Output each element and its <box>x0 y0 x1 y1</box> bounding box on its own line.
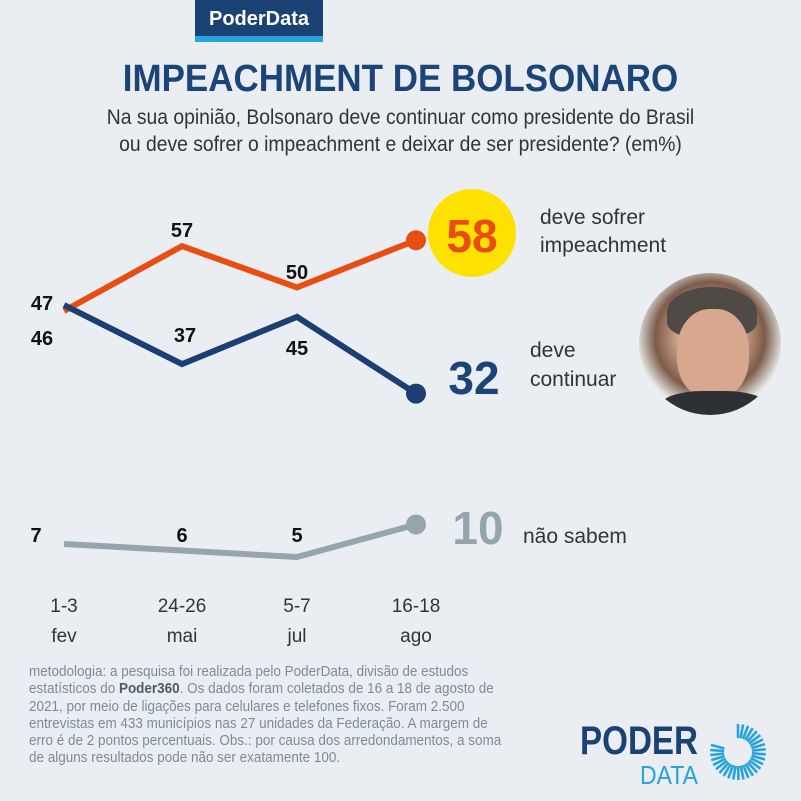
final-value-label: 10 <box>452 502 503 554</box>
sunburst-ray <box>748 759 762 770</box>
data-label: 46 <box>31 328 53 350</box>
sunburst-ray <box>709 748 725 753</box>
labels-layer: 46 57 50 47 37 45 7 6 5 58 32 10 deve sofrer impeachm… <box>30 206 666 554</box>
sunburst-ray <box>751 754 766 761</box>
photo-face <box>677 309 749 399</box>
photo-suit <box>659 391 769 415</box>
data-label: 57 <box>171 220 193 242</box>
x-tick-label: 5-7 <box>283 596 310 617</box>
sunburst-ray <box>746 761 759 774</box>
data-label: 6 <box>176 525 187 547</box>
data-label: 7 <box>30 525 41 547</box>
final-value-label: 58 <box>446 210 497 262</box>
bolsonaro-photo <box>639 273 781 415</box>
x-tick-label: 16-18 <box>392 596 441 617</box>
series-line-2 <box>63 521 417 561</box>
sunburst-ray <box>744 727 754 741</box>
x-tick-label: jul <box>286 626 306 647</box>
sunburst-ray <box>742 764 750 779</box>
legend-label: impeachment <box>540 234 666 257</box>
legend-label: não sabem <box>523 525 627 548</box>
sunburst-ray <box>710 752 725 757</box>
highlight-circle <box>428 189 516 277</box>
final-value-label: 32 <box>448 352 499 404</box>
sunburst-ray <box>712 757 727 767</box>
sunburst-ray <box>751 751 767 756</box>
series-line-0 <box>62 237 418 314</box>
brand-badge: PoderData <box>195 0 323 42</box>
sunburst-ray <box>741 725 750 740</box>
sunburst-ray <box>739 765 745 780</box>
data-label: 37 <box>174 325 196 347</box>
methodology-note: metodologia: a pesquisa foi realizada pe… <box>29 664 513 768</box>
x-tick-label: 24-26 <box>158 596 207 617</box>
subtitle-line-1: Na sua opinião, Bolsonaro deve continuar… <box>106 106 695 129</box>
sunburst-ray <box>731 765 737 780</box>
poderdata-logo: PODER DATA <box>580 719 767 788</box>
sunburst-ray <box>715 759 728 771</box>
methodology-text-end: . Os dados foram coletados de 16 a 18 de… <box>29 681 502 767</box>
data-label: 5 <box>291 525 302 547</box>
sunburst-ray <box>722 763 732 777</box>
legend-label: continuar <box>530 368 616 391</box>
series-end-marker-0 <box>406 230 426 251</box>
sunburst-ray <box>746 730 758 743</box>
sunburst-ray <box>751 747 766 752</box>
subtitle: Na sua opinião, Bolsonaro deve continuar… <box>32 104 769 158</box>
series-end-marker-2 <box>406 514 426 535</box>
x-tick-label: ago <box>400 626 432 647</box>
sunburst-ray <box>751 742 766 750</box>
page-title: IMPEACHMENT DE BOLSONARO <box>122 58 679 100</box>
data-label: 50 <box>286 262 308 284</box>
sunburst-ray <box>739 724 745 739</box>
methodology-text: metodologia: a pesquisa foi realizada pe… <box>29 664 469 698</box>
legend-label: deve <box>530 339 576 362</box>
sunburst-ray <box>710 743 725 750</box>
logo-data: DATA <box>640 760 699 788</box>
x-axis-ticks: 1-3 fev 24-26 mai 5-7 jul 16-18 ago <box>50 596 440 647</box>
sunburst-ray <box>710 754 725 762</box>
data-label: 45 <box>286 338 308 360</box>
sunburst-ray <box>718 761 730 774</box>
x-tick-label: fev <box>51 626 77 647</box>
sunburst-ray <box>744 763 755 777</box>
sunburst-ray <box>727 764 735 779</box>
sunburst-ray <box>749 738 764 747</box>
logo-poder: PODER <box>580 719 698 763</box>
series-end-marker-1 <box>406 383 426 404</box>
methodology-bold: Poder360 <box>118 681 180 698</box>
series-layer <box>62 230 426 561</box>
data-label: 47 <box>31 293 53 315</box>
logo-sunburst-icon <box>709 724 767 781</box>
subtitle-line-2: ou deve sofrer o impeachment e deixar de… <box>119 133 682 156</box>
sunburst-ray <box>750 756 764 766</box>
series-line-1 <box>62 302 418 397</box>
sunburst-ray <box>748 734 762 745</box>
legend-label: deve sofrer <box>540 206 645 229</box>
x-tick-label: 1-3 <box>50 596 77 617</box>
x-tick-label: mai <box>167 626 198 647</box>
